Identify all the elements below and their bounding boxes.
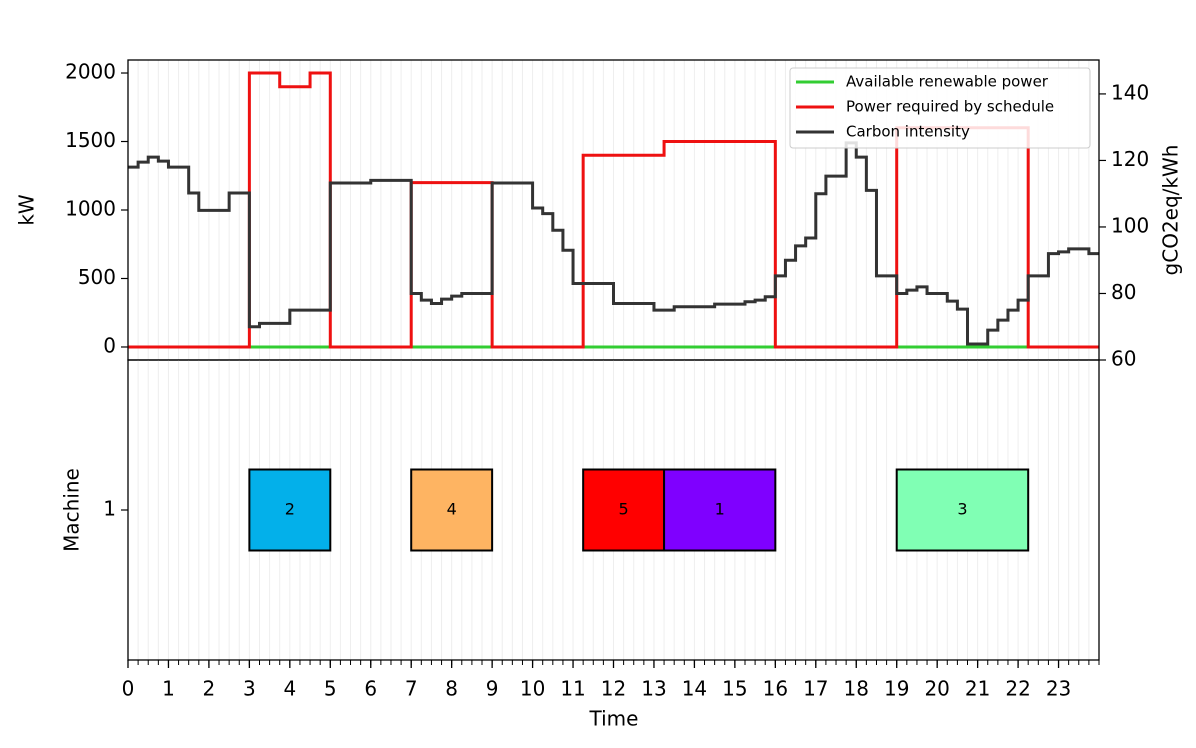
task-label: 3	[957, 500, 967, 519]
task-bar	[582, 468, 666, 552]
y2-tick-label: 120	[1111, 147, 1149, 171]
x-tick-label: 3	[243, 677, 256, 701]
x-tick-label: 19	[884, 677, 909, 701]
x-tick-label: 8	[445, 677, 458, 701]
series-line	[128, 141, 1099, 346]
task-label: 2	[285, 500, 295, 519]
y2-tick-label: 60	[1111, 347, 1136, 371]
y2-tick-label: 100	[1111, 213, 1149, 237]
task-label: 1	[715, 500, 725, 519]
y2-tick-label: 140	[1111, 80, 1149, 104]
x-tick-label: 22	[1005, 677, 1030, 701]
x-tick-label: 17	[803, 677, 828, 701]
x-tick-label: 20	[924, 677, 949, 701]
y2-axis-label: gCO2eq/kWh	[1159, 145, 1183, 276]
x-tick-label: 0	[122, 677, 135, 701]
axes-frame	[127, 359, 1100, 661]
task-label: 5	[619, 500, 629, 519]
task-bar	[663, 468, 777, 552]
x-tick-label: 1	[162, 677, 175, 701]
x-tick-label: 13	[641, 677, 666, 701]
legend-label: Available renewable power	[846, 73, 1049, 91]
x-tick-label: 23	[1046, 677, 1071, 701]
legend: Available renewable power Power required …	[789, 67, 1091, 149]
x-tick-label: 15	[722, 677, 747, 701]
x-tick-label: 11	[560, 677, 585, 701]
x-tick-label: 7	[405, 677, 418, 701]
x-tick-label: 12	[601, 677, 626, 701]
task-bar	[248, 468, 332, 552]
y-tick-label: 0	[103, 333, 116, 357]
x-tick-label: 9	[486, 677, 499, 701]
x-tick-label: 10	[520, 677, 545, 701]
x-tick-label: 5	[324, 677, 337, 701]
x-tick-label: 6	[364, 677, 377, 701]
x-axis-label: Time	[589, 707, 639, 731]
y-axis-label: kW	[15, 194, 39, 226]
y-tick-label: 1500	[65, 128, 116, 152]
y-tick-label: 1	[103, 497, 116, 521]
y2-tick-label: 80	[1111, 280, 1136, 304]
x-tick-label: 21	[965, 677, 990, 701]
x-tick-label: 2	[203, 677, 216, 701]
x-tick-label: 18	[844, 677, 869, 701]
task-bar	[410, 468, 494, 552]
y-tick-label: 2000	[65, 60, 116, 84]
legend-label: Power required by schedule	[846, 98, 1054, 116]
task-label: 4	[447, 500, 457, 519]
x-tick-label: 4	[283, 677, 296, 701]
legend-box	[789, 67, 1091, 149]
y-axis-label: Machine	[60, 468, 84, 552]
x-tick-label: 16	[763, 677, 788, 701]
y-tick-label: 1000	[65, 197, 116, 221]
x-tick-label: 14	[682, 677, 707, 701]
task-bar	[895, 468, 1030, 552]
legend-label: Carbon intensity	[846, 123, 970, 141]
y-tick-label: 500	[78, 265, 116, 289]
